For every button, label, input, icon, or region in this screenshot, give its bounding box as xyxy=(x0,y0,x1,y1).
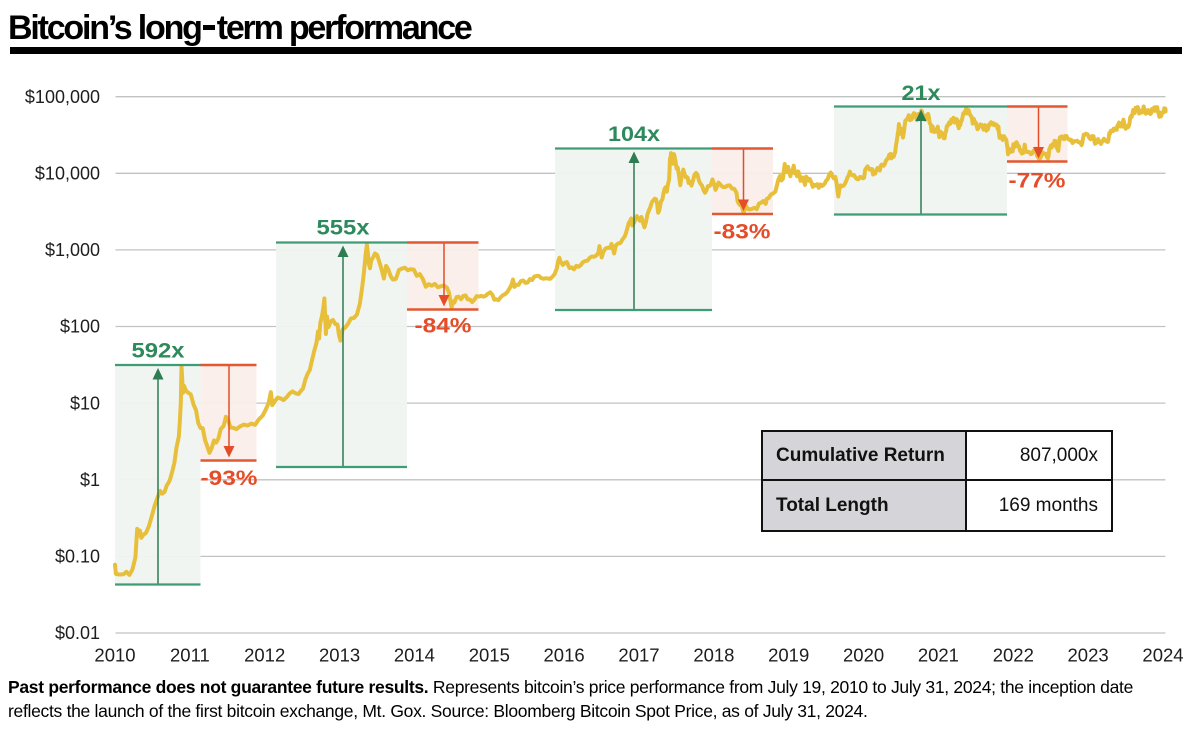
svg-text:2011: 2011 xyxy=(170,645,210,666)
svg-text:$10: $10 xyxy=(70,393,100,413)
svg-text:2021: 2021 xyxy=(918,645,959,666)
svg-text:-83%: -83% xyxy=(714,220,771,244)
svg-text:2014: 2014 xyxy=(394,645,435,666)
svg-text:2012: 2012 xyxy=(244,645,285,666)
svg-text:104x: 104x xyxy=(608,122,660,146)
svg-text:2022: 2022 xyxy=(993,645,1034,666)
svg-text:$100: $100 xyxy=(60,317,100,337)
svg-text:$0.10: $0.10 xyxy=(55,547,100,567)
svg-text:2024: 2024 xyxy=(1142,645,1183,666)
svg-text:555x: 555x xyxy=(317,216,370,240)
svg-text:-84%: -84% xyxy=(415,314,472,338)
svg-text:-93%: -93% xyxy=(201,466,258,490)
svg-text:$1,000: $1,000 xyxy=(45,240,100,260)
svg-text:2010: 2010 xyxy=(94,645,135,666)
svg-text:-77%: -77% xyxy=(1009,169,1066,193)
svg-text:2017: 2017 xyxy=(618,645,659,666)
svg-text:$10,000: $10,000 xyxy=(35,164,100,184)
svg-text:2018: 2018 xyxy=(693,645,734,666)
svg-text:2019: 2019 xyxy=(768,645,809,666)
svg-text:$0.01: $0.01 xyxy=(55,623,100,643)
svg-text:2016: 2016 xyxy=(544,645,585,666)
svg-text:$100,000: $100,000 xyxy=(25,87,100,107)
svg-text:2013: 2013 xyxy=(319,645,360,666)
svg-text:$1: $1 xyxy=(80,470,100,490)
svg-text:2020: 2020 xyxy=(843,645,884,666)
svg-text:2015: 2015 xyxy=(469,645,510,666)
svg-text:592x: 592x xyxy=(132,339,185,363)
svg-text:2023: 2023 xyxy=(1068,645,1109,666)
svg-text:21x: 21x xyxy=(902,81,941,105)
